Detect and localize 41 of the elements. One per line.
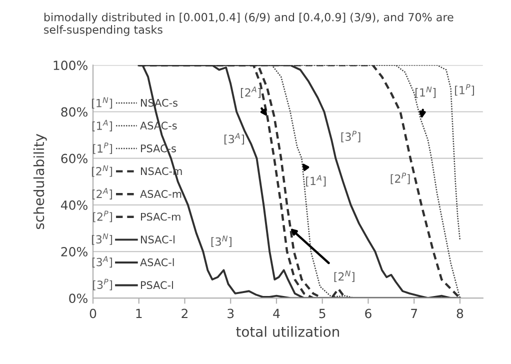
- annotation: [3$^{N}$]: [92, 233, 112, 245]
- annotation: [3$^{A}$]: [92, 256, 112, 268]
- x-tick-label: 4: [273, 308, 280, 318]
- legend-label: ASAC-l: [140, 258, 174, 266]
- x-tick-label: 0: [90, 308, 96, 318]
- chart-title: bimodally distributed in [0.001,0.4] (6/9) and [0.4,0.9] (3/9), and 70% are self-suspending tasks: [44, 12, 454, 36]
- x-tick-label: 7: [411, 308, 417, 318]
- y-tick-label: 40%: [60, 200, 88, 210]
- legend-label: PSAC-l: [141, 280, 173, 290]
- annotation: [1$^{N}$]: [416, 86, 436, 98]
- annotation: [3$^{A}$]: [224, 133, 244, 145]
- annotation: [2$^{P}$]: [93, 210, 112, 222]
- y-tick-label: 100%: [54, 60, 88, 70]
- x-tick-label: 1: [136, 308, 142, 318]
- annotation: [3$^{N}$]: [211, 236, 232, 248]
- legend-label: NSAC-l: [141, 235, 174, 244]
- y-tick-label: 0%: [69, 294, 88, 304]
- x-tick-label: 5: [319, 308, 326, 318]
- x-axis-title: total utilization: [236, 326, 339, 337]
- x-tick-label: 8: [456, 308, 464, 318]
- annotation: [3$^{P}$]: [93, 278, 112, 290]
- annotation: [1$^{P}$]: [93, 142, 112, 154]
- legend-label: PSAC-m: [141, 212, 180, 221]
- x-tick-label: 3: [228, 308, 234, 318]
- x-tick-label: 2: [182, 308, 188, 318]
- x-tick-label: 6: [365, 308, 372, 318]
- annotation: [2$^{A}$]: [240, 86, 261, 98]
- y-tick-label: 60%: [61, 154, 88, 164]
- annotation: [2$^{N}$]: [92, 165, 112, 177]
- y-tick-label: 80%: [61, 107, 88, 117]
- legend-label: ASAC-m: [140, 190, 182, 198]
- annotation: [2$^{A}$]: [92, 188, 112, 200]
- annotation: [1$^{P}$]: [455, 84, 474, 96]
- annotation: [2$^{P}$]: [390, 172, 410, 184]
- annotation: [1$^{N}$]: [92, 97, 112, 109]
- annotation: [3$^{P}$]: [341, 130, 360, 142]
- y-tick-label: 20%: [61, 246, 88, 256]
- annotation: [1$^{A}$]: [306, 175, 326, 186]
- annotation: [2$^{N}$]: [334, 270, 354, 282]
- annotation: [1$^{A}$]: [92, 120, 112, 132]
- y-axis-title: schedulability: [33, 134, 47, 230]
